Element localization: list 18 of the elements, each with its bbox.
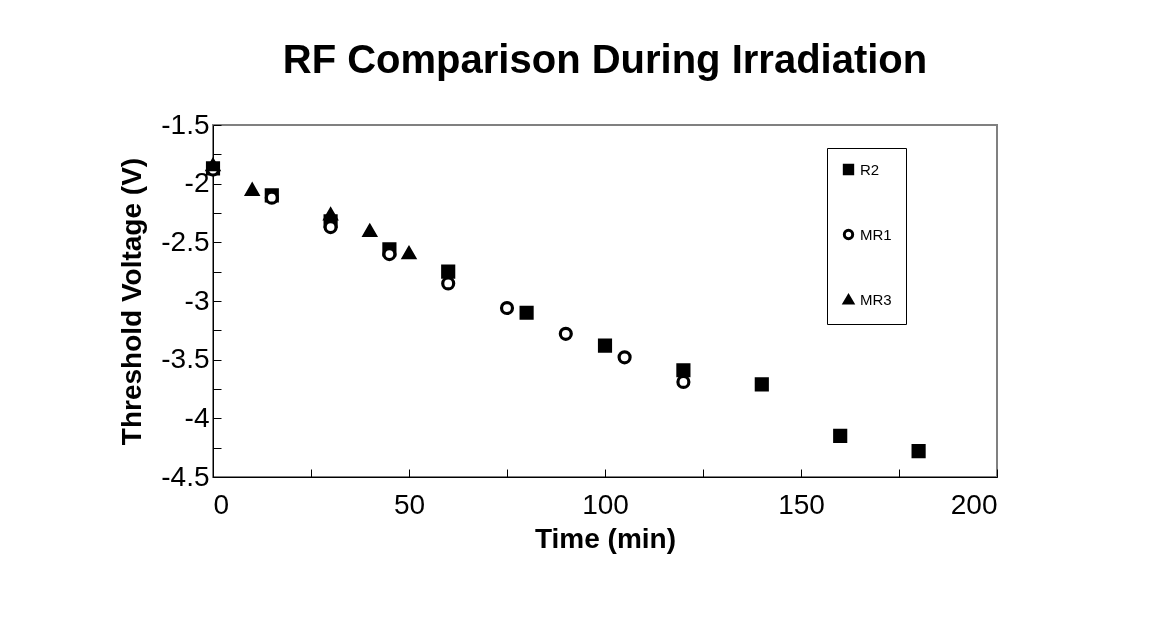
x-tick-label: 150	[778, 488, 825, 520]
x-tick-label: 0	[213, 488, 230, 520]
legend-label: MR3	[860, 290, 892, 308]
y-tick-label: -1.5	[161, 108, 210, 140]
chart-title: RF Comparison During Irradiation	[282, 37, 928, 81]
x-tick-label: 100	[582, 488, 629, 520]
x-tick-label: 50	[393, 488, 426, 520]
x-axis-title: Time (min)	[534, 522, 677, 554]
x-tick-label: 200	[950, 488, 998, 520]
y-tick-label: -2	[184, 167, 210, 199]
y-axis-title: Threshold Voltage (V)	[116, 157, 148, 446]
y-tick-label: -4	[184, 401, 210, 433]
y-tick-label: -3	[184, 284, 210, 316]
legend-label: MR1	[860, 225, 892, 243]
y-tick-label: -2.5	[161, 225, 210, 257]
legend-label: R2	[860, 160, 880, 178]
y-tick-label: -3.5	[161, 343, 210, 375]
y-tick-label: -4.5	[161, 460, 210, 492]
